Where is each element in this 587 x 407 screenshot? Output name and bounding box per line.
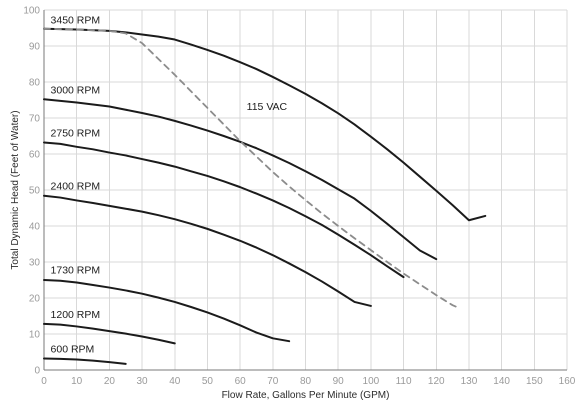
series-line-1730-rpm: [43, 279, 291, 343]
y-tick-label-50: 50: [29, 186, 41, 197]
series-label-1200-rpm: 1200 RPM: [51, 309, 101, 321]
series-line-115-vac: [43, 27, 457, 308]
label-layer: 3450 RPM 3000 RPM 2750 RPM 2400 RPM 1730 RPM…: [51, 14, 288, 355]
x-tick-label-30: 30: [137, 376, 149, 387]
x-tick-label-40: 40: [169, 376, 181, 387]
series-label-115-vac: 115 VAC: [247, 101, 288, 113]
series-line-600-rpm: [43, 357, 127, 365]
series-label-1730-rpm: 1730 RPM: [51, 265, 101, 277]
grid-layer: [43, 9, 568, 371]
series-line-3450-rpm: [43, 27, 487, 222]
x-tick-label-150: 150: [526, 376, 543, 387]
x-tick-label-120: 120: [428, 376, 445, 387]
y-tick-label-0: 0: [34, 366, 40, 377]
x-tick-label-100: 100: [363, 376, 380, 387]
series-label-2750-rpm: 2750 RPM: [51, 128, 101, 140]
y-tick-label-10: 10: [29, 330, 41, 341]
series-line-2400-rpm: [43, 194, 372, 307]
x-tick-label-0: 0: [41, 376, 47, 387]
y-tick-label-60: 60: [29, 150, 41, 161]
x-tick-label-130: 130: [461, 376, 478, 387]
x-tick-label-110: 110: [396, 376, 412, 387]
series-label-600-rpm: 600 RPM: [51, 344, 95, 356]
y-tick-label-90: 90: [29, 42, 41, 53]
x-tick-label-160: 160: [559, 376, 576, 387]
x-axis-title: Flow Rate, Gallons Per Minute (GPM): [222, 390, 390, 401]
y-tick-label-70: 70: [29, 114, 41, 125]
y-tick-label-20: 20: [29, 294, 41, 305]
series-layer: [43, 27, 487, 365]
series-label-3000-rpm: 3000 RPM: [51, 85, 101, 97]
y-tick-label-100: 100: [23, 6, 40, 17]
y-tick-label-30: 30: [29, 258, 41, 269]
series-line-3000-rpm: [43, 98, 438, 261]
series-label-2400-rpm: 2400 RPM: [51, 180, 101, 192]
x-tick-label-60: 60: [235, 376, 247, 387]
x-tick-label-140: 140: [493, 376, 510, 387]
y-axis-title: Total Dynamic Head (Feet of Water): [10, 110, 21, 269]
axis-layer: 0 10 20 30 40 50 60 70 80 90 100 110 120 130 140 150 160…: [10, 6, 576, 402]
x-tick-label-20: 20: [104, 376, 116, 387]
series-label-3450-rpm: 3450 RPM: [51, 14, 101, 26]
y-tick-label-40: 40: [29, 222, 41, 233]
series-line-1200-rpm: [43, 322, 176, 345]
series-line-2750-rpm: [43, 141, 405, 279]
x-tick-label-70: 70: [267, 376, 279, 387]
x-tick-label-50: 50: [202, 376, 214, 387]
x-tick-label-10: 10: [71, 376, 83, 387]
x-tick-label-80: 80: [300, 376, 312, 387]
x-tick-label-90: 90: [333, 376, 345, 387]
y-tick-label-80: 80: [29, 78, 41, 89]
